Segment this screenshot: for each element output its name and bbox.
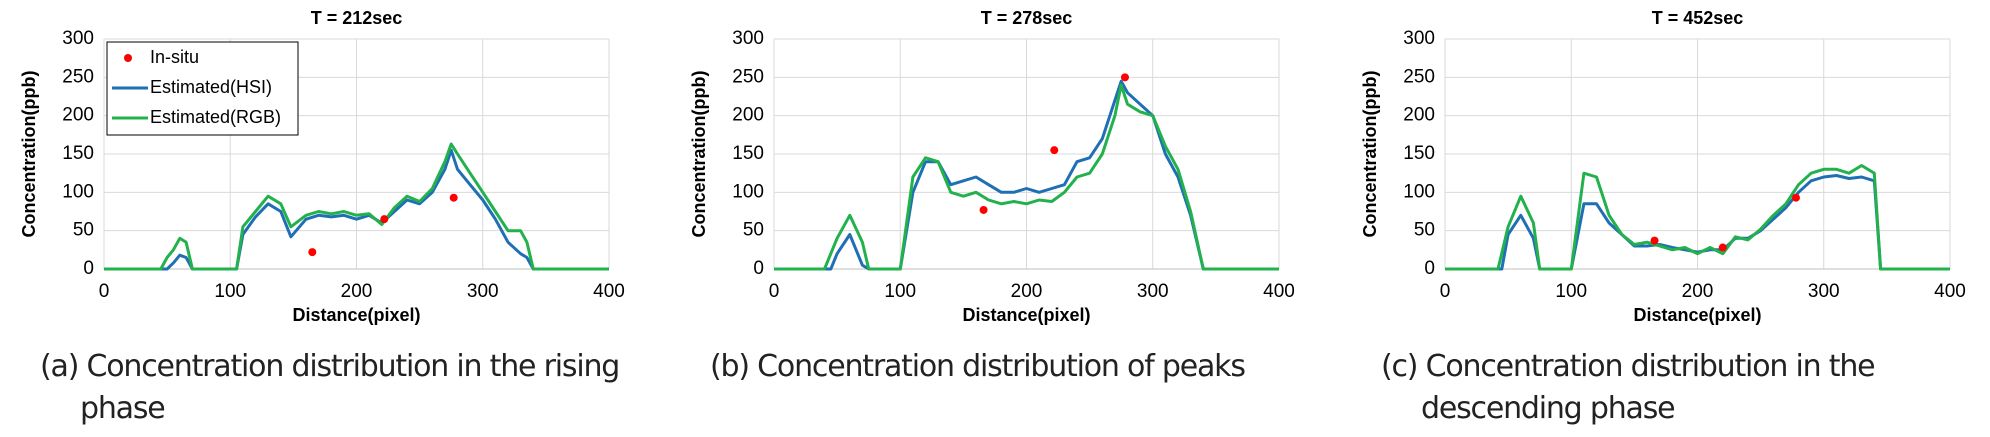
x-tick-label: 400: [593, 281, 625, 302]
chart-title: T = 278sec: [981, 8, 1073, 28]
in-situ-point: [1050, 146, 1059, 155]
y-tick-label: 200: [62, 105, 94, 126]
series-line: [774, 83, 1279, 271]
x-axis-label: Distance(pixel): [962, 305, 1090, 325]
legend-label: In-situ: [150, 47, 199, 67]
y-tick-label: 50: [73, 220, 94, 241]
in-situ-point: [308, 248, 317, 257]
x-tick-label: 200: [1011, 281, 1043, 302]
y-tick-label: 250: [62, 66, 94, 87]
y-axis-label: Concentration(ppb): [1360, 71, 1380, 238]
series-line: [1445, 164, 1950, 271]
y-tick-label: 100: [1403, 181, 1435, 202]
y-tick-label: 250: [732, 66, 764, 87]
y-tick-label: 150: [62, 143, 94, 164]
in-situ-point: [380, 215, 389, 224]
x-tick-label: 200: [341, 281, 373, 302]
caption: (a) Concentration distribution in the ri…: [40, 349, 620, 426]
x-tick-label: 200: [1682, 281, 1714, 302]
in-situ-point: [979, 205, 988, 214]
y-tick-label: 300: [62, 28, 94, 49]
in-situ-point: [1791, 193, 1800, 202]
x-tick-label: 300: [467, 281, 499, 302]
y-tick-label: 100: [62, 181, 94, 202]
in-situ-point: [1650, 236, 1659, 245]
y-tick-label: 0: [83, 258, 94, 279]
in-situ-point: [449, 193, 458, 202]
caption: (b) Concentration distribution of peaks: [710, 349, 1246, 384]
y-tick-label: 150: [1403, 143, 1435, 164]
x-tick-label: 100: [214, 281, 246, 302]
legend-label: Estimated(RGB): [150, 107, 281, 127]
legend: In-situ Estimated(HSI) Estimated(RGB): [106, 41, 299, 136]
y-axis-label: Concentration(ppb): [689, 71, 709, 238]
x-tick-label: 400: [1263, 281, 1295, 302]
x-tick-label: 300: [1137, 281, 1169, 302]
y-tick-label: 0: [1424, 258, 1435, 279]
y-tick-label: 50: [743, 220, 764, 241]
y-tick-label: 200: [732, 105, 764, 126]
y-axis-label: Concentration(ppb): [19, 71, 39, 238]
y-tick-label: 150: [732, 143, 764, 164]
x-tick-label: 300: [1808, 281, 1840, 302]
in-situ-point: [1120, 73, 1129, 82]
legend-marker: [124, 54, 132, 62]
y-tick-label: 200: [1403, 105, 1435, 126]
chart-title: T = 452sec: [1652, 8, 1744, 28]
x-axis-label: Distance(pixel): [1633, 305, 1761, 325]
caption: (c) Concentration distribution in the de…: [1381, 349, 1876, 426]
y-tick-label: 50: [1414, 220, 1435, 241]
x-tick-label: 0: [99, 281, 110, 302]
chart-title: T = 212sec: [311, 8, 403, 28]
y-tick-label: 100: [732, 181, 764, 202]
y-tick-label: 0: [753, 258, 764, 279]
series-line: [104, 142, 609, 271]
x-tick-label: 100: [1555, 281, 1587, 302]
x-tick-label: 0: [1440, 281, 1451, 302]
y-tick-label: 300: [1403, 28, 1435, 49]
x-tick-label: 400: [1934, 281, 1966, 302]
x-axis-label: Distance(pixel): [292, 305, 420, 325]
figure: T = 212sec 0 50 100 150 200 250 300 0 100 200 300 40…: [19, 8, 1966, 325]
y-tick-label: 250: [1403, 66, 1435, 87]
legend-label: Estimated(HSI): [150, 77, 272, 97]
x-tick-label: 100: [884, 281, 916, 302]
y-tick-label: 300: [732, 28, 764, 49]
x-tick-label: 0: [769, 281, 780, 302]
in-situ-point: [1718, 243, 1727, 252]
